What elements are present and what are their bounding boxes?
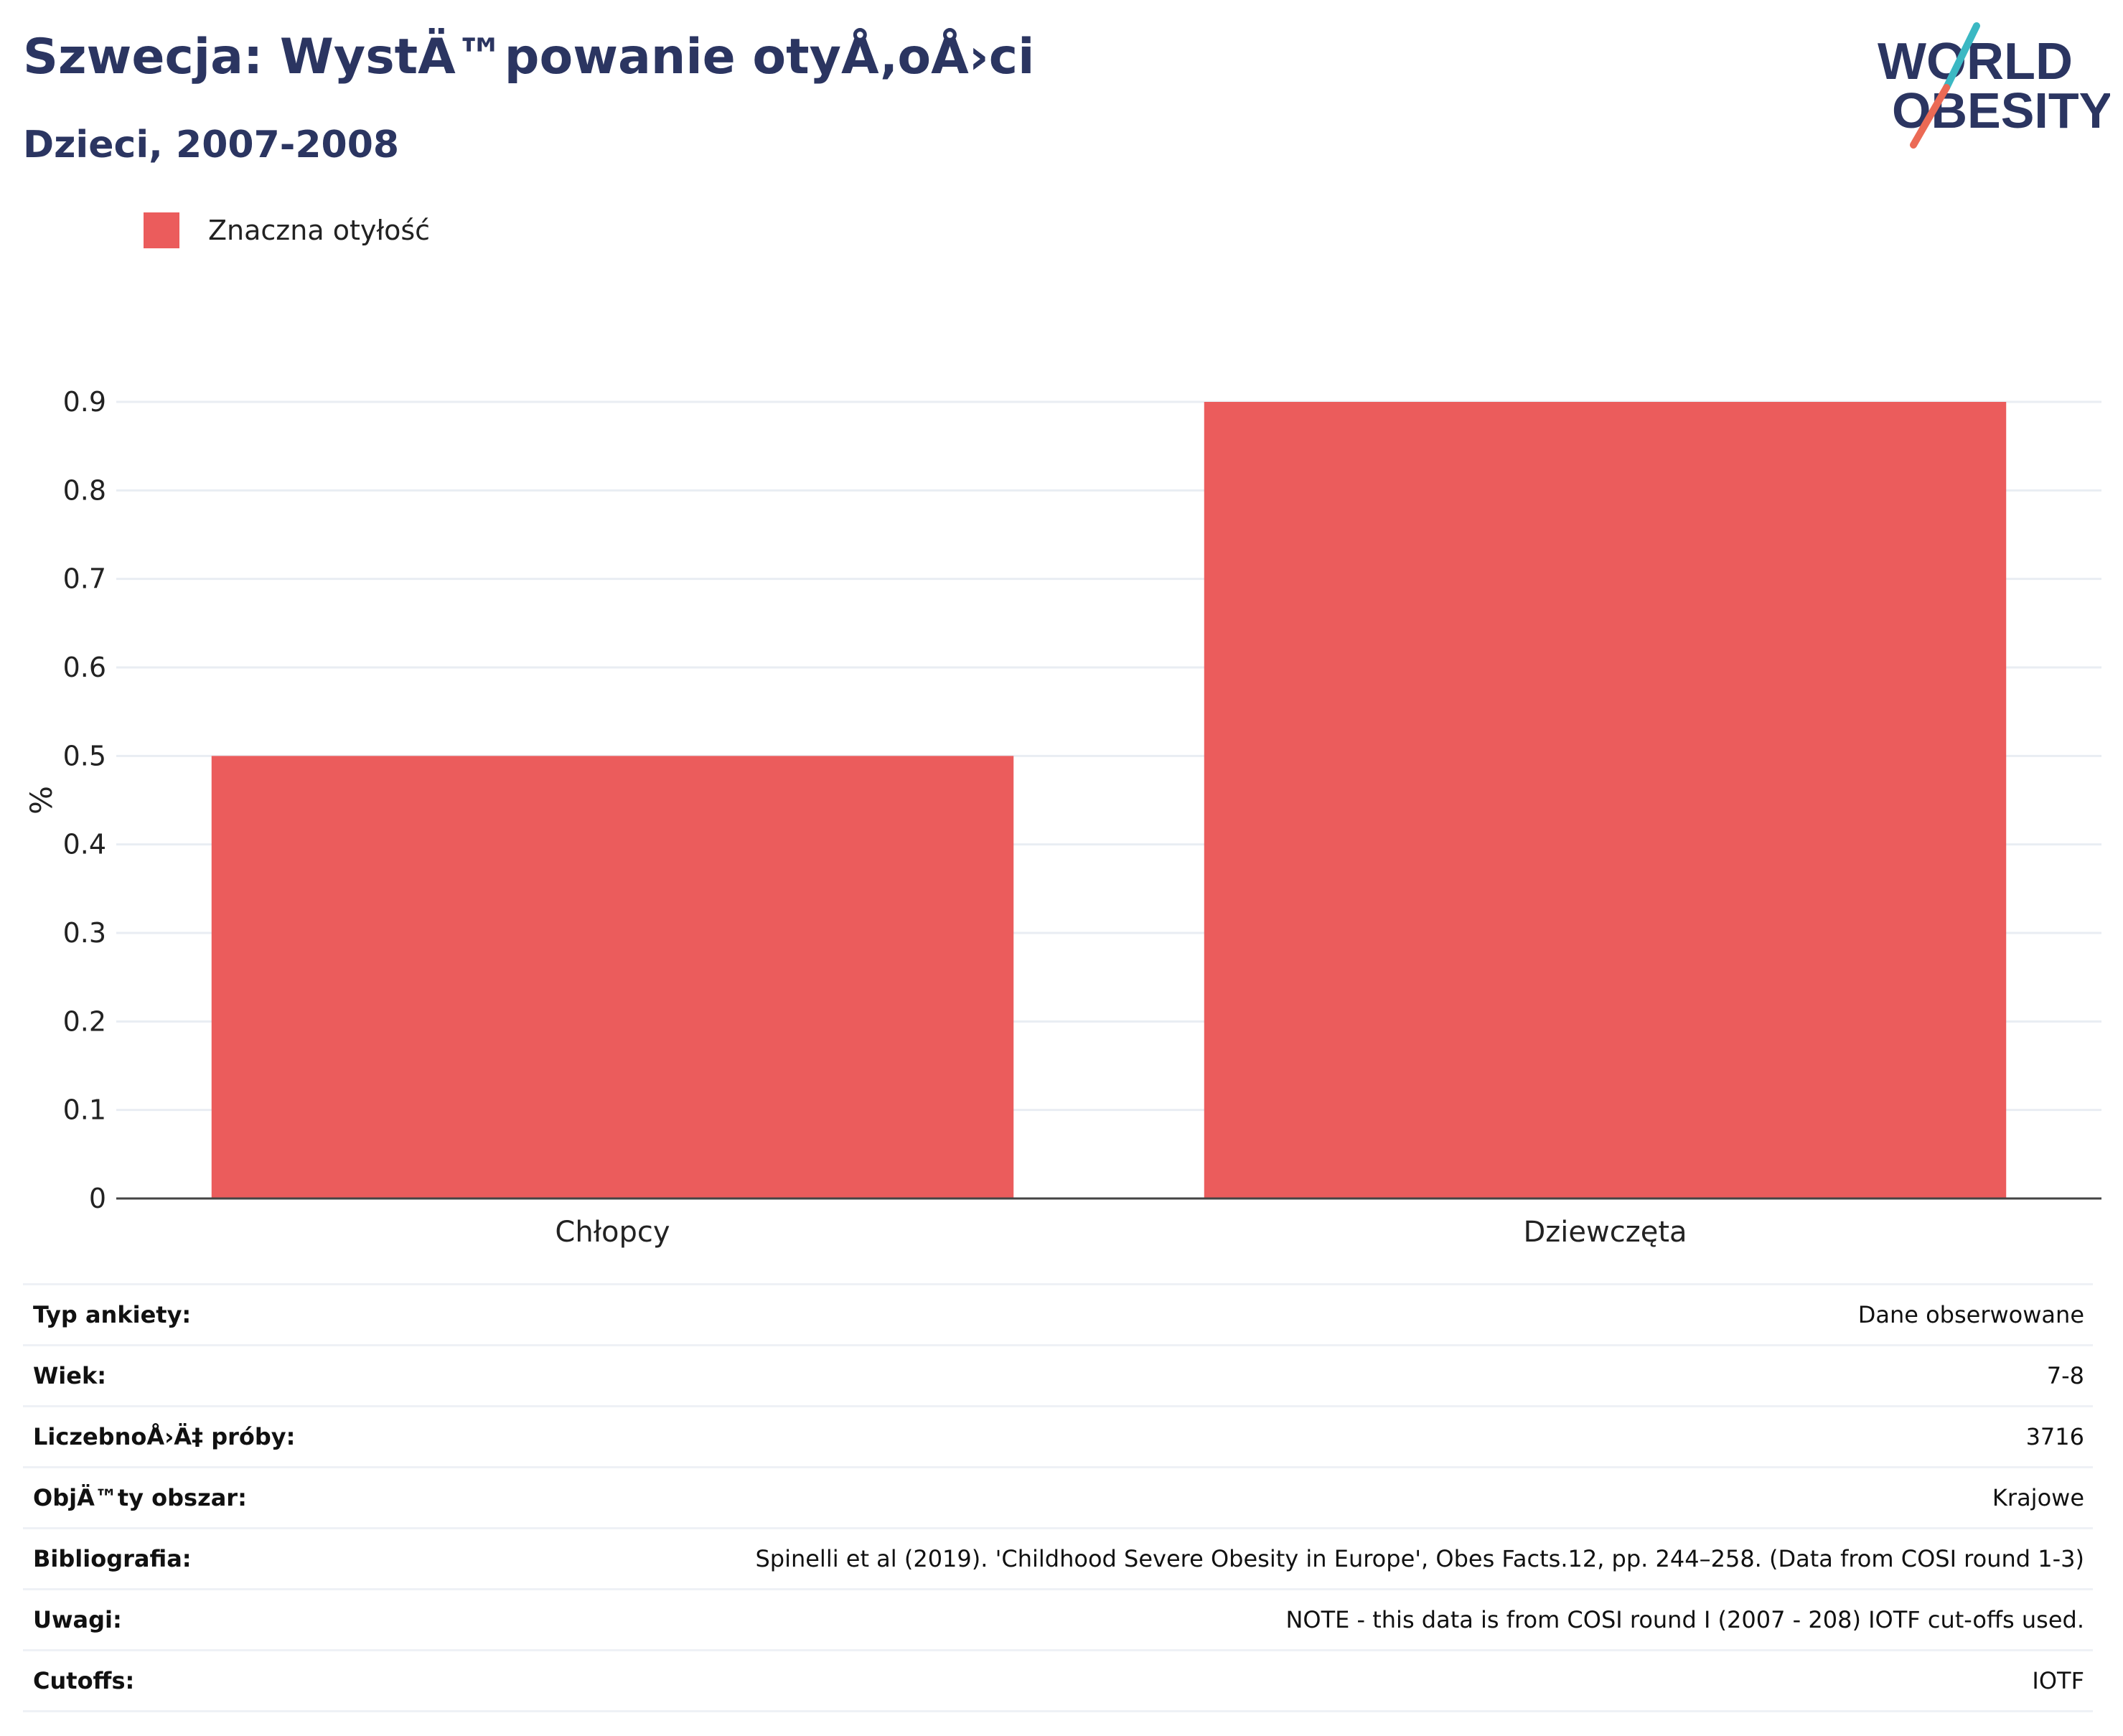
details-row-bibliography: Bibliografia: Spinelli et al (2019). 'Ch…	[23, 1527, 2093, 1588]
y-tick-label: 0.6	[63, 652, 106, 683]
details-value: Krajowe	[1992, 1484, 2084, 1511]
details-value: IOTF	[2032, 1667, 2084, 1694]
logo-slash-red	[1910, 84, 1950, 149]
y-tick-label: 0.5	[63, 740, 106, 771]
logo-word-obesity: OBESITY	[1892, 83, 2110, 139]
y-tick-label: 0.3	[63, 917, 106, 949]
details-row-notes: Uwagi: NOTE - this data is from COSI rou…	[23, 1588, 2093, 1649]
y-axis-title: %	[24, 786, 59, 815]
details-row-cutoffs: Cutoffs: IOTF	[23, 1649, 2093, 1712]
world-obesity-logo: WORLD OBESITY	[1878, 22, 2110, 149]
y-tick-label: 0.1	[63, 1094, 106, 1126]
page-subtitle: Dzieci, 2007-2008	[23, 123, 400, 166]
y-tick-label: 0.4	[63, 829, 106, 860]
details-row-age: Wiek: 7-8	[23, 1344, 2093, 1405]
details-table: Typ ankiety: Dane obserwowane Wiek: 7-8 …	[23, 1283, 2093, 1712]
details-row-sample-size: LiczebnoÅ›Ä‡ próby: 3716	[23, 1405, 2093, 1466]
details-value: Dane obserwowane	[1857, 1301, 2084, 1328]
details-row-survey-type: Typ ankiety: Dane obserwowane	[23, 1283, 2093, 1344]
bar	[211, 756, 1014, 1198]
y-tick-label: 0	[89, 1183, 106, 1214]
y-tick-label: 0.9	[63, 386, 106, 418]
y-tick-label: 0.2	[63, 1005, 106, 1037]
details-value: 7-8	[2046, 1362, 2084, 1389]
x-tick-label: Dziewczęta	[1523, 1216, 1687, 1249]
details-label: LiczebnoÅ›Ä‡ próby:	[33, 1423, 296, 1450]
details-label: Uwagi:	[33, 1606, 122, 1633]
legend-swatch	[144, 212, 179, 248]
y-tick-label: 0.7	[63, 563, 106, 595]
details-value: 3716	[2025, 1423, 2084, 1450]
details-label: Wiek:	[33, 1362, 107, 1389]
logo-slash-teal	[1943, 22, 1980, 91]
details-value: NOTE - this data is from COSI round I (2…	[1285, 1606, 2084, 1633]
logo-word-world: WORLD	[1878, 33, 2073, 90]
details-row-area: ObjÄ™ty obszar: Krajowe	[23, 1466, 2093, 1527]
x-tick-label: Chłopcy	[555, 1216, 670, 1249]
bar-chart: 0 0.1 0.2 0.3 0.4 0.5 0.6 0.7 0.8 0.9 Chłopcy Dziew…	[24, 386, 2101, 1249]
details-label: ObjÄ™ty obszar:	[33, 1484, 247, 1511]
legend-label: Znaczna otyłość	[208, 215, 431, 246]
y-tick-label: 0.8	[63, 474, 106, 506]
details-label: Bibliografia:	[33, 1545, 192, 1572]
page-title: Szwecja: WystÄ™powanie otyÅ‚oÅ›ci	[23, 29, 1035, 85]
bar	[1204, 402, 2007, 1198]
chart-legend[interactable]: Znaczna otyłość	[144, 212, 430, 248]
details-label: Typ ankiety:	[33, 1301, 192, 1328]
details-label: Cutoffs:	[33, 1667, 135, 1694]
details-value: Spinelli et al (2019). 'Childhood Severe…	[755, 1545, 2084, 1572]
